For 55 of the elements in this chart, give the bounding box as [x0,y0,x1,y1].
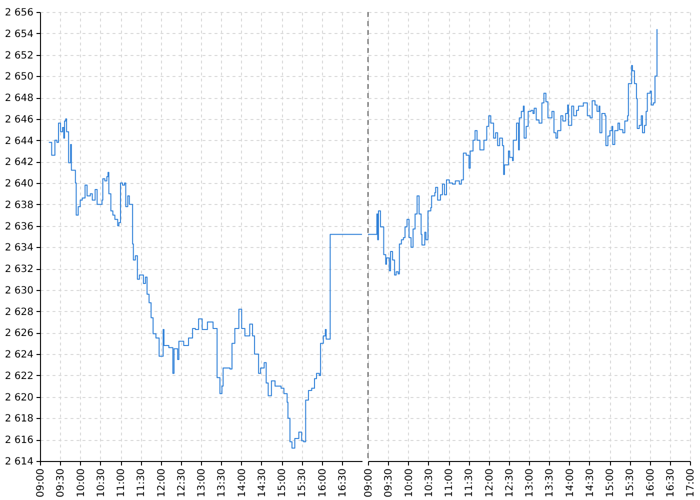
y-tick-label: 2 614 [4,456,34,468]
y-tick-label: 2 624 [4,350,34,361]
y-tick-label: 2 652 [4,50,34,62]
x-tick-label: 15:30 [625,468,636,498]
x-tick-label: 15:00 [277,468,288,498]
y-tick-label: 2 642 [4,157,34,168]
y-tick-label: 2 632 [4,264,34,276]
x-tick-label: 13:30 [544,468,556,498]
x-tick-label: 12:30 [176,468,188,498]
x-tick-label: 13:00 [524,468,536,498]
y-tick-label: 2 618 [4,414,34,425]
x-tick-label: 15:30 [297,468,308,498]
x-tick-label: 16:30 [665,468,676,498]
x-tick-label: 13:00 [196,468,208,498]
x-tick-label: 16:30 [337,468,348,498]
x-tick-label: 11:00 [116,468,127,498]
y-tick-label: 2 620 [4,392,34,404]
y-tick-label: 2 638 [4,200,34,211]
x-tick-label: 09:00 [36,468,46,498]
x-tick-label: 11:30 [464,468,476,498]
y-tick-label: 2 654 [4,28,34,40]
x-tick-label: 14:00 [564,468,576,498]
x-tick-label: 12:30 [504,468,516,498]
x-tick-label: 09:30 [384,468,395,498]
y-tick-label: 2 634 [4,242,34,254]
x-tick-label: 10:00 [404,468,415,498]
x-tick-label: 14:00 [236,468,248,498]
x-tick-label: 16:00 [317,468,328,498]
x-tick-label: 15:00 [605,468,616,498]
y-tick-label: 2 628 [4,306,34,318]
x-tick-label: 10:30 [424,468,435,498]
x-tick-label: 09:30 [56,468,67,498]
x-tick-label: 12:00 [484,468,496,498]
x-tick-label: 13:30 [216,468,228,498]
y-tick-label: 2 622 [4,370,34,382]
x-tick-label: 10:30 [96,468,107,498]
x-tick-label: 12:00 [156,468,168,498]
x-tick-label: 11:00 [444,468,455,498]
y-tick-label: 2 626 [4,328,34,340]
x-tick-label: 14:30 [256,468,268,498]
y-tick-label: 2 644 [4,136,34,147]
y-tick-label: 2 650 [4,72,34,83]
y-tick-label: 2 636 [4,221,34,232]
y-tick-label: 2 616 [4,435,34,446]
x-tick-label: 16:00 [645,468,656,498]
y-tick-label: 2 648 [4,93,34,104]
y-tick-label: 2 646 [4,114,34,126]
x-tick-label: 11:30 [136,468,148,498]
y-tick-label: 2 656 [4,8,34,18]
x-tick-label: 17:00 [686,468,696,498]
y-tick-label: 2 640 [4,178,34,190]
y-tick-label: 2 630 [4,285,34,296]
x-tick-label: 09:00 [364,468,374,498]
x-tick-label: 10:00 [76,468,87,498]
x-tick-label: 14:30 [584,468,596,498]
